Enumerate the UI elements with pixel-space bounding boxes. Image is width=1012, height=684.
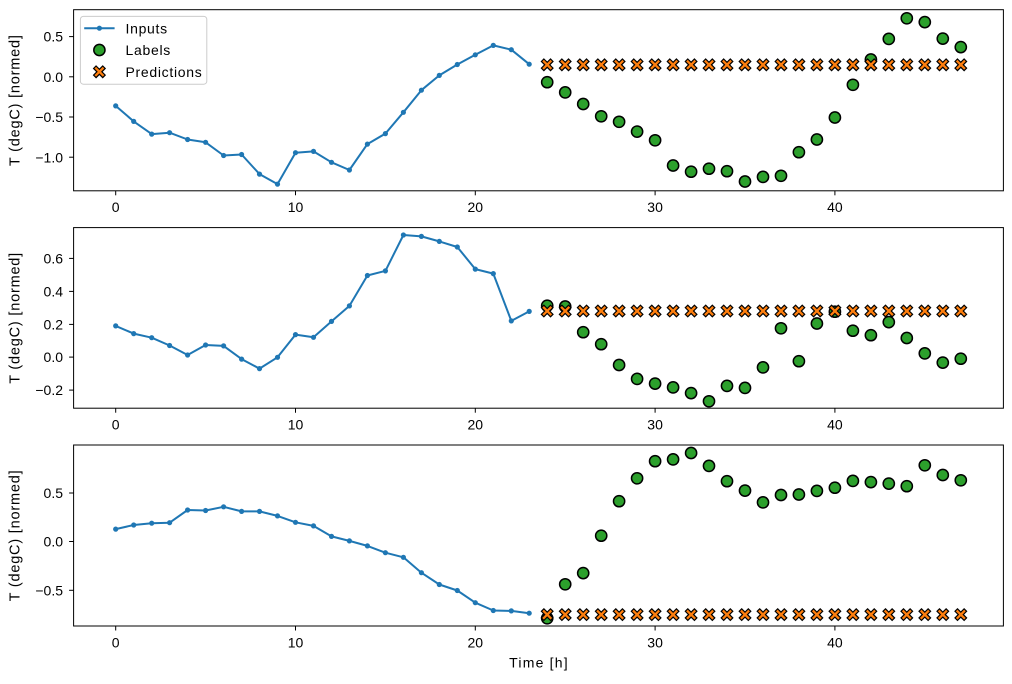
svg-text:40: 40 bbox=[827, 634, 843, 650]
svg-text:Inputs: Inputs bbox=[126, 20, 168, 36]
svg-text:20: 20 bbox=[468, 634, 484, 650]
svg-text:10: 10 bbox=[288, 199, 304, 215]
svg-text:−1.0: −1.0 bbox=[35, 149, 63, 165]
svg-text:T (degC) [normed]: T (degC) [normed] bbox=[8, 34, 24, 166]
svg-text:30: 30 bbox=[647, 634, 663, 650]
svg-text:40: 40 bbox=[827, 199, 843, 215]
svg-text:40: 40 bbox=[827, 417, 843, 433]
svg-text:Labels: Labels bbox=[126, 42, 171, 58]
svg-text:Time [h]: Time [h] bbox=[509, 655, 569, 671]
svg-text:30: 30 bbox=[647, 417, 663, 433]
svg-text:−0.5: −0.5 bbox=[35, 582, 63, 598]
svg-text:0.0: 0.0 bbox=[44, 69, 64, 85]
svg-text:0.0: 0.0 bbox=[44, 534, 64, 550]
svg-text:0: 0 bbox=[112, 634, 120, 650]
svg-text:−0.5: −0.5 bbox=[35, 109, 63, 125]
svg-text:0.6: 0.6 bbox=[44, 251, 64, 267]
svg-text:T (degC) [normed]: T (degC) [normed] bbox=[8, 470, 24, 602]
svg-text:0.2: 0.2 bbox=[44, 317, 64, 333]
svg-text:0.5: 0.5 bbox=[44, 29, 64, 45]
svg-text:0.4: 0.4 bbox=[44, 284, 64, 300]
svg-text:T (degC) [normed]: T (degC) [normed] bbox=[8, 252, 24, 384]
svg-text:20: 20 bbox=[468, 417, 484, 433]
svg-text:−0.2: −0.2 bbox=[35, 382, 63, 398]
svg-text:0: 0 bbox=[112, 417, 120, 433]
svg-text:10: 10 bbox=[288, 634, 304, 650]
svg-text:20: 20 bbox=[468, 199, 484, 215]
svg-text:30: 30 bbox=[647, 199, 663, 215]
svg-text:Predictions: Predictions bbox=[126, 64, 203, 80]
svg-text:0: 0 bbox=[112, 199, 120, 215]
svg-text:10: 10 bbox=[288, 417, 304, 433]
svg-text:0.5: 0.5 bbox=[44, 485, 64, 501]
svg-text:0.0: 0.0 bbox=[44, 349, 64, 365]
